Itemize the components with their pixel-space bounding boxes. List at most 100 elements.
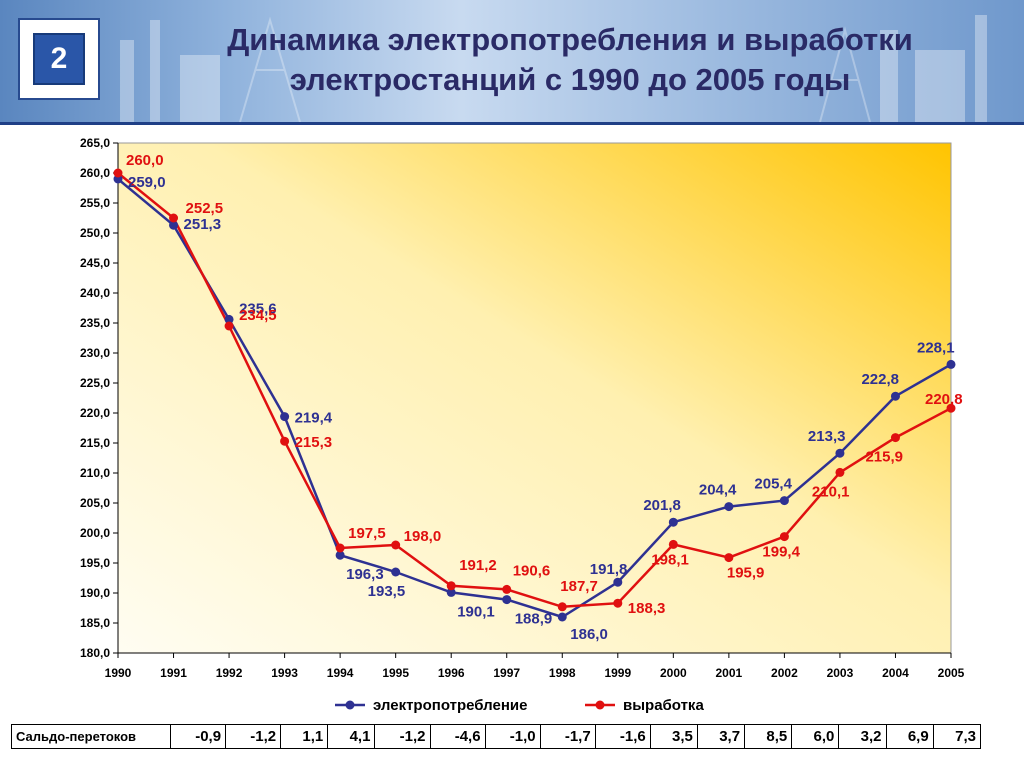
generation-data-label: 199,4: [762, 544, 800, 561]
x-tick-label: 1995: [382, 666, 409, 680]
generation-point: [835, 467, 845, 477]
saldo-value-cell: 8,5: [744, 724, 793, 749]
saldo-value-cell: -1,6: [594, 724, 651, 749]
generation-data-label: 260,0: [126, 152, 164, 169]
slide-number-badge: 2: [18, 18, 100, 100]
x-tick-label: 1998: [549, 666, 576, 680]
generation-point: [779, 532, 789, 542]
generation-data-label: 220,8: [925, 391, 963, 408]
y-tick-label: 180,0: [80, 646, 110, 660]
x-tick-label: 1996: [438, 666, 465, 680]
saldo-value-cell: -0,9: [169, 724, 227, 749]
saldo-value-cell: -1,2: [225, 724, 282, 749]
x-tick-label: 2004: [882, 666, 909, 680]
x-tick-label: 2001: [716, 666, 743, 680]
generation-data-label: 187,7: [560, 578, 598, 595]
y-tick-label: 265,0: [80, 136, 110, 150]
generation-data-label: 188,3: [628, 600, 666, 617]
legend: электропотребление выработка: [335, 697, 704, 714]
generation-data-label: 198,0: [404, 528, 442, 545]
generation-data-label: 210,1: [812, 483, 850, 500]
y-tick-label: 255,0: [80, 196, 110, 210]
consumption-data-label: 235,6: [239, 300, 277, 317]
plot-area: [117, 142, 952, 654]
header-banner: 2 Динамика электропотребления и выработк…: [0, 0, 1024, 125]
generation-data-label: 191,2: [459, 557, 497, 574]
banner-decoration: [120, 15, 987, 122]
legend-swatch-marker: [345, 700, 355, 710]
generation-point: [280, 436, 290, 446]
consumption-data-label: 196,3: [346, 566, 384, 583]
consumption-point: [446, 587, 456, 597]
generation-point: [224, 321, 234, 331]
consumption-data-label: 190,1: [457, 603, 495, 620]
slide-number: 2: [33, 33, 85, 85]
consumption-data-label: 251,3: [184, 216, 222, 233]
generation-data-label: 198,1: [651, 551, 689, 568]
generation-point: [169, 213, 179, 223]
saldo-value-cell: 3,2: [838, 724, 887, 749]
consumption-point: [502, 595, 512, 605]
x-tick-label: 1994: [327, 666, 354, 680]
legend-label: выработка: [623, 697, 704, 714]
consumption-data-label: 205,4: [754, 476, 792, 493]
saldo-value-cell: -1,2: [374, 724, 431, 749]
generation-data-label: 252,5: [186, 200, 224, 217]
y-tick-label: 235,0: [80, 316, 110, 330]
y-tick-label: 225,0: [80, 376, 110, 390]
x-tick-label: 1993: [271, 666, 298, 680]
generation-data-label: 234,5: [239, 307, 277, 324]
consumption-point: [613, 577, 623, 587]
legend-swatch-marker: [595, 700, 605, 710]
x-tick-label: 1992: [216, 666, 243, 680]
y-tick-label: 200,0: [80, 526, 110, 540]
x-tick-label: 1990: [105, 666, 132, 680]
generation-point: [946, 403, 956, 413]
y-tick-label: 240,0: [80, 286, 110, 300]
consumption-point: [169, 220, 179, 230]
generation-point: [668, 539, 678, 549]
y-tick-label: 260,0: [80, 166, 110, 180]
consumption-point: [391, 567, 401, 577]
generation-point: [391, 540, 401, 550]
saldo-value-cell: 1,1: [280, 724, 329, 749]
y-tick-label: 230,0: [80, 346, 110, 360]
consumption-data-label: 188,9: [515, 611, 553, 628]
y-tick-label: 245,0: [80, 256, 110, 270]
page-title: Динамика электропотребления и выработки …: [130, 20, 1010, 100]
consumption-point: [280, 412, 290, 422]
generation-point: [446, 581, 456, 591]
generation-data-label: 215,3: [295, 434, 333, 451]
y-tick-label: 205,0: [80, 496, 110, 510]
x-tick-label: 2003: [827, 666, 854, 680]
generation-data-label: 190,6: [513, 562, 551, 579]
consumption-data-label: 259,0: [128, 174, 166, 191]
saldo-value-cell: 4,1: [327, 724, 376, 749]
line-chart: 180,0 185,0 190,0 195,0 200,0 205,0 210,0 215,0…: [80, 136, 965, 714]
generation-data-label: 195,9: [727, 565, 765, 582]
saldo-table: Сальдо-перетоков -0,9 -1,2 1,1 4,1 -1,2 -4,6-…: [11, 724, 982, 749]
y-tick-label: 220,0: [80, 406, 110, 420]
saldo-value-cell: 7,3: [932, 724, 982, 749]
saldo-value-cell: 6,0: [791, 724, 840, 749]
consumption-data-label: 204,4: [699, 482, 737, 499]
y-tick-label: 215,0: [80, 436, 110, 450]
saldo-value-cell: -1,0: [484, 724, 541, 749]
generation-data-label: 215,9: [865, 449, 903, 466]
generation-point: [502, 584, 512, 594]
series-line-consumption: [117, 178, 952, 619]
series-line-generation: [117, 172, 952, 609]
consumption-point: [335, 550, 345, 560]
legend-label: электропотребление: [373, 697, 527, 714]
generation-point: [890, 433, 900, 443]
saldo-value-cell: -4,6: [429, 724, 486, 749]
title-line-2: электростанций с 1990 до 2005 годы: [289, 62, 851, 97]
consumption-point: [779, 496, 789, 506]
consumption-point: [890, 391, 900, 401]
generation-data-label: 197,5: [348, 525, 386, 542]
y-tick-label: 210,0: [80, 466, 110, 480]
y-tick-label: 250,0: [80, 226, 110, 240]
generation-point: [724, 553, 734, 563]
x-tick-label: 2000: [660, 666, 687, 680]
consumption-point: [668, 517, 678, 527]
